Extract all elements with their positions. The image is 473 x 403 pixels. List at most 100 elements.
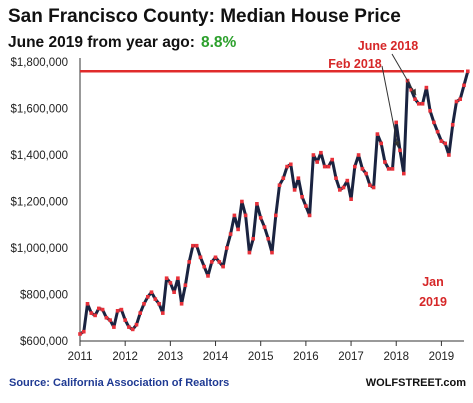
data-point: [432, 120, 436, 125]
data-point: [221, 264, 225, 269]
data-point: [443, 141, 447, 146]
data-point: [108, 318, 112, 322]
x-tick-label: 2019: [429, 351, 455, 363]
y-tick-label: $800,000: [20, 290, 68, 302]
y-tick-label: $1,400,000: [10, 150, 68, 162]
data-point: [462, 83, 466, 88]
source-note: Source: California Association of Realto…: [9, 377, 229, 389]
data-point: [93, 313, 97, 318]
data-point: [130, 327, 135, 332]
data-point: [153, 297, 158, 301]
data-point: [274, 213, 278, 218]
data-point: [172, 290, 176, 294]
data-point: [138, 311, 142, 315]
data-point: [368, 183, 372, 187]
subtitle-text: June 2019 from year ago:: [8, 34, 195, 51]
data-point: [304, 204, 308, 208]
data-point: [334, 176, 338, 180]
x-tick-label: 2013: [158, 351, 184, 363]
data-point: [198, 255, 203, 260]
data-point: [112, 325, 116, 329]
data-point: [386, 167, 391, 171]
data-point: [322, 164, 327, 169]
data-point: [375, 132, 380, 136]
annotation-june-2018: June 2018: [358, 39, 419, 53]
data-point: [194, 243, 199, 248]
data-point: [247, 250, 252, 255]
arrow-feb-2018: [381, 65, 400, 148]
data-point: [289, 162, 293, 167]
y-tick-label: $1,800,000: [10, 57, 68, 69]
y-tick-label: $600,000: [20, 336, 68, 348]
x-tick-label: 2012: [112, 351, 138, 363]
data-point: [349, 197, 353, 201]
data-point: [394, 120, 398, 125]
data-point: [82, 329, 86, 334]
data-point: [454, 99, 459, 104]
data-point: [413, 97, 417, 101]
data-point: [402, 171, 406, 176]
data-point: [398, 148, 402, 153]
data-point: [447, 153, 451, 157]
data-point: [115, 309, 120, 313]
y-tick-label: $1,200,000: [10, 197, 68, 209]
subtitle-value: 8.8%: [201, 34, 237, 51]
x-tick-label: 2015: [248, 351, 274, 363]
data-point: [168, 281, 173, 285]
data-point: [379, 141, 383, 146]
data-point: [142, 302, 146, 306]
data-point: [164, 276, 169, 280]
x-tick-label: 2016: [293, 351, 319, 363]
x-tick-label: 2018: [383, 351, 409, 363]
x-tick-label: 2017: [338, 351, 364, 363]
data-point: [146, 295, 150, 299]
data-point: [213, 255, 218, 260]
data-point: [123, 318, 127, 322]
data-point: [307, 213, 312, 218]
data-point: [251, 236, 255, 241]
data-point: [232, 213, 237, 218]
data-point: [176, 276, 180, 280]
data-point: [104, 315, 109, 320]
data-point: [89, 311, 94, 315]
data-point: [277, 183, 282, 187]
data-point: [428, 109, 432, 113]
data-point: [157, 302, 161, 306]
data-point: [383, 160, 387, 164]
plot-area: [78, 53, 470, 336]
data-point: [285, 164, 289, 169]
data-point: [217, 260, 222, 264]
x-tick-label: 2014: [203, 351, 229, 363]
annotation-feb-2018: Feb 2018: [328, 57, 382, 71]
data-point: [341, 185, 346, 190]
data-point: [191, 243, 195, 248]
data-point: [240, 199, 244, 204]
data-point: [228, 232, 233, 236]
data-point: [439, 139, 444, 143]
data-point: [390, 167, 395, 171]
data-point: [97, 306, 101, 311]
data-point: [100, 307, 105, 312]
data-point: [338, 188, 342, 192]
data-point: [450, 123, 455, 127]
x-tick-label: 2011: [68, 351, 93, 363]
annotation-jan-2019-line2: 2019: [419, 295, 447, 309]
data-point: [161, 311, 165, 315]
data-point: [420, 102, 425, 106]
y-axis: $600,000 $800,000 $1,000,000 $1,200,000 $1,4…: [10, 57, 81, 348]
data-point: [466, 69, 470, 74]
annotation-jan-2019-line1: Jan: [422, 275, 444, 289]
data-point: [225, 246, 229, 250]
data-point: [149, 290, 154, 294]
data-point: [356, 153, 361, 157]
data-point: [119, 307, 124, 312]
data-point: [360, 167, 365, 171]
data-point: [315, 160, 319, 164]
chart-subtitle: June 2019 from year ago: 8.8%: [8, 34, 237, 51]
data-point: [371, 185, 376, 190]
data-point: [326, 164, 331, 169]
data-point: [292, 188, 297, 192]
data-point: [206, 274, 210, 278]
data-point: [330, 157, 334, 162]
data-point: [266, 236, 270, 241]
